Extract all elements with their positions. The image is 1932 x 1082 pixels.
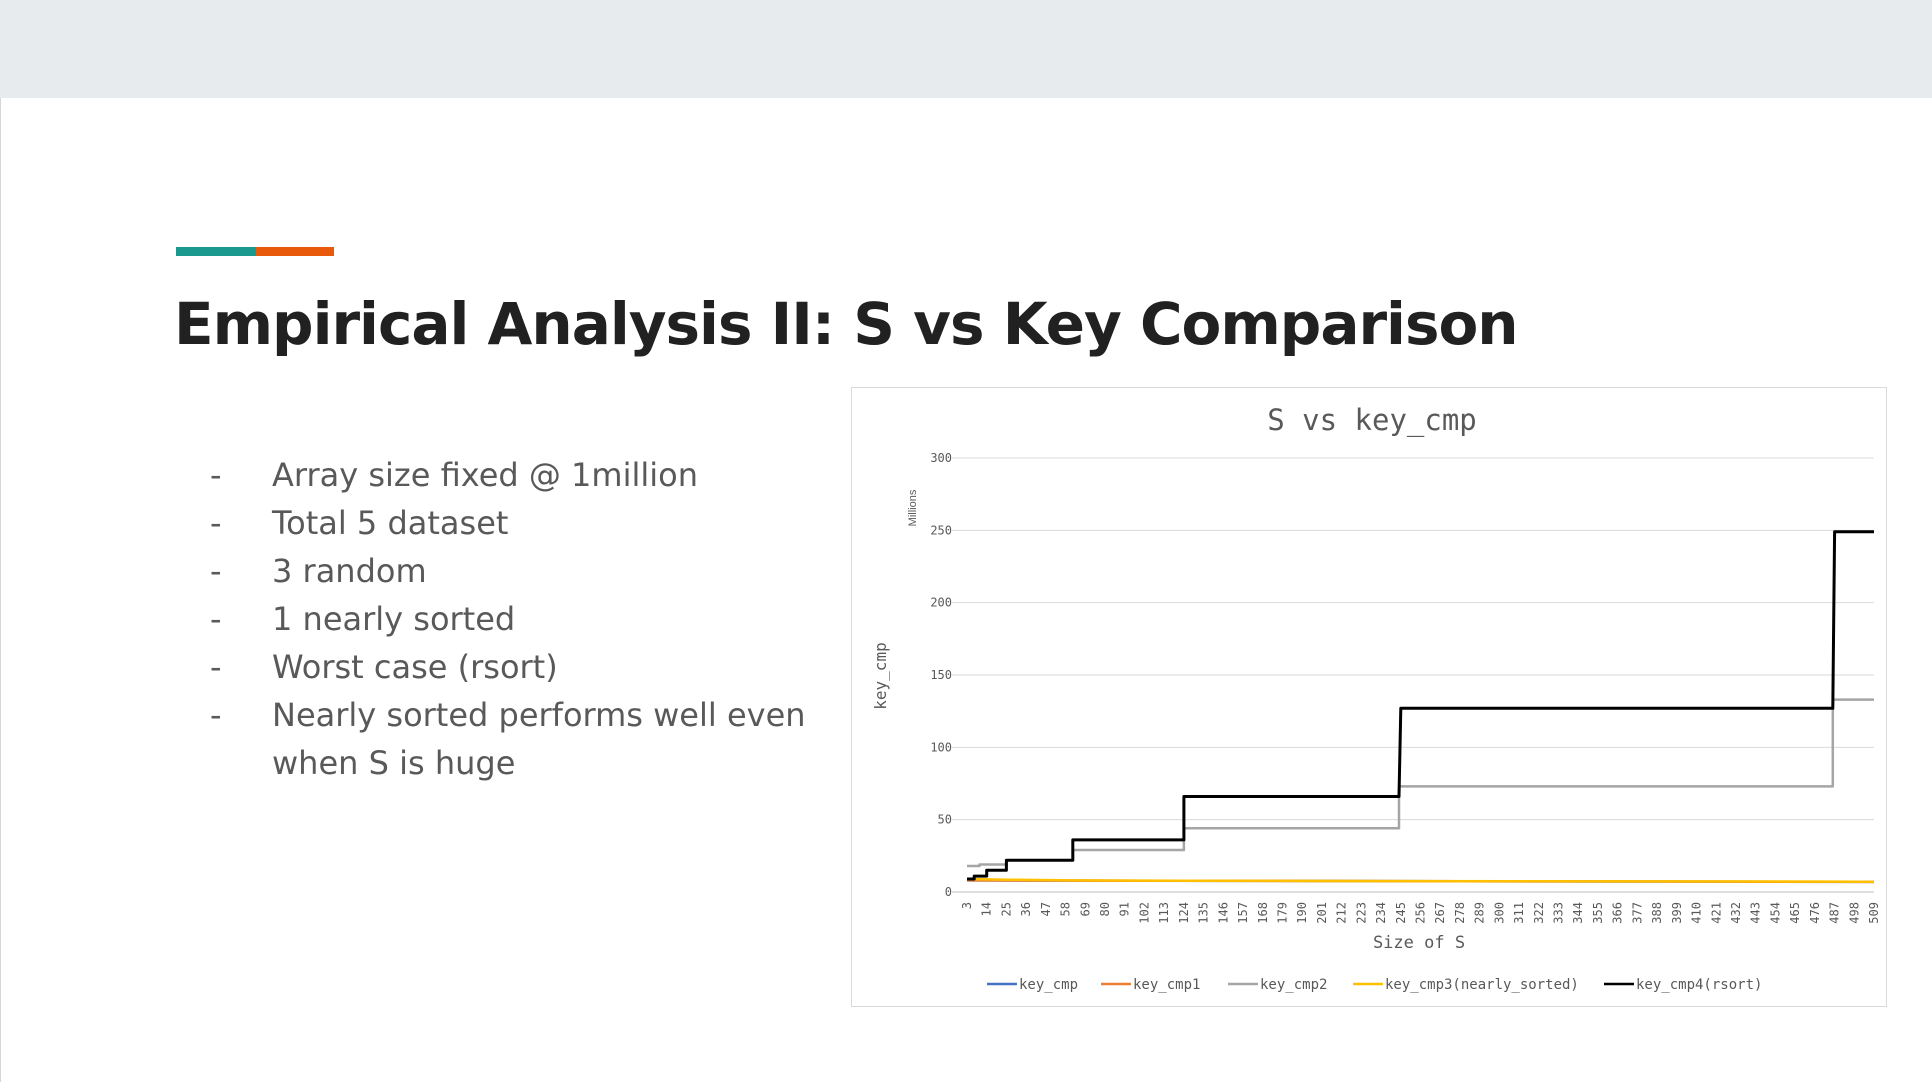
x-tick-label: 300 — [1492, 902, 1506, 924]
bullet-item: - Nearly sorted performs well even when … — [210, 691, 810, 787]
x-tick-label: 476 — [1808, 902, 1822, 924]
x-tick-label: 399 — [1670, 902, 1684, 924]
bullet-text: Worst case (rsort) — [272, 648, 558, 686]
x-tick-label: 344 — [1571, 902, 1585, 924]
x-tick-label: 124 — [1177, 902, 1191, 924]
x-tick-labels: 3 14 25 36 47 58 69 80 91 102 113 124 135 146 157 168 17… — [960, 902, 1881, 924]
x-tick-label: 3 — [960, 902, 974, 909]
chart-title: S vs key_cmp — [1267, 403, 1477, 438]
gridlines — [952, 457, 1874, 893]
y-tick-label: 200 — [930, 596, 952, 610]
bullet-marker: - — [210, 696, 222, 734]
accent-teal-segment — [176, 247, 256, 256]
x-tick-label: 25 — [999, 902, 1013, 916]
bullet-item: - Total 5 dataset — [210, 499, 810, 547]
x-tick-label: 47 — [1039, 902, 1053, 916]
bullet-item: - Array size fixed @ 1million — [210, 451, 810, 499]
bullet-list: - Array size fixed @ 1million - Total 5 … — [210, 451, 810, 787]
x-tick-label: 168 — [1256, 902, 1270, 924]
y-tick-label: 300 — [930, 451, 952, 465]
x-tick-label: 157 — [1236, 902, 1250, 924]
bullet-marker: - — [210, 504, 222, 542]
x-tick-label: 333 — [1552, 902, 1566, 924]
x-tick-label: 201 — [1315, 902, 1329, 924]
legend-label: key_cmp2 — [1260, 977, 1327, 993]
slide-title: Empirical Analysis II: S vs Key Comparis… — [174, 290, 1519, 358]
bullet-item: - 3 random — [210, 547, 810, 595]
x-tick-label: 113 — [1157, 902, 1171, 924]
x-tick-label: 58 — [1059, 902, 1073, 916]
chart-canvas: S vs key_cmp Millions key_cmp Size of S … — [871, 403, 1881, 993]
bullet-text: Array size fixed @ 1million — [272, 456, 698, 494]
x-tick-label: 69 — [1078, 902, 1092, 916]
x-tick-label: 245 — [1394, 902, 1408, 924]
x-tick-label: 36 — [1019, 902, 1033, 916]
x-tick-label: 80 — [1098, 902, 1112, 916]
x-tick-label: 432 — [1729, 902, 1743, 924]
x-tick-label: 278 — [1453, 902, 1467, 924]
x-tick-label: 465 — [1788, 902, 1802, 924]
x-tick-label: 388 — [1650, 902, 1664, 924]
chart-legend: key_cmp key_cmp1 key_cmp2 key_cmp3(nearly_s… — [987, 977, 1762, 993]
title-accent-bar — [176, 247, 334, 256]
x-tick-label: 498 — [1847, 902, 1861, 924]
bullet-item: - Worst case (rsort) — [210, 643, 810, 691]
bullet-marker: - — [210, 552, 222, 590]
x-tick-label: 487 — [1828, 902, 1842, 924]
y-tick-label: 50 — [938, 813, 952, 827]
x-tick-label: 212 — [1335, 902, 1349, 924]
line-chart[interactable]: S vs key_cmp Millions key_cmp Size of S … — [851, 387, 1887, 1007]
series-lines — [966, 530, 1875, 884]
series-line — [967, 698, 1874, 868]
y-tick-label: 0 — [945, 885, 952, 899]
y-axis-label: key_cmp — [871, 642, 890, 709]
legend-label: key_cmp1 — [1133, 977, 1200, 993]
x-tick-label: 256 — [1414, 902, 1428, 924]
bullet-text: Nearly sorted performs well even when S … — [272, 696, 806, 782]
x-tick-label: 289 — [1473, 902, 1487, 924]
x-tick-label: 509 — [1867, 902, 1881, 924]
x-tick-label: 322 — [1532, 902, 1546, 924]
x-tick-label: 377 — [1630, 902, 1644, 924]
x-tick-label: 454 — [1768, 902, 1782, 924]
y-tick-label: 100 — [930, 740, 952, 754]
legend-label: key_cmp4(rsort) — [1636, 977, 1762, 993]
bullet-marker: - — [210, 456, 222, 494]
bullet-text: 1 nearly sorted — [272, 600, 516, 638]
series-line — [966, 877, 1875, 884]
x-tick-label: 355 — [1591, 902, 1605, 924]
accent-orange-segment — [256, 247, 334, 256]
bullet-marker: - — [210, 600, 222, 638]
legend-label: key_cmp3(nearly_sorted) — [1385, 977, 1579, 993]
series-line — [967, 530, 1874, 881]
bullet-item: - 1 nearly sorted — [210, 595, 810, 643]
x-axis-label: Size of S — [1373, 933, 1465, 953]
x-tick-label: 14 — [980, 902, 994, 916]
top-banner — [0, 0, 1932, 98]
x-tick-label: 190 — [1295, 902, 1309, 924]
x-tick-label: 366 — [1611, 902, 1625, 924]
x-tick-label: 234 — [1374, 902, 1388, 924]
x-tick-label: 410 — [1690, 902, 1704, 924]
y-unit-label: Millions — [907, 489, 919, 526]
y-tick-label: 250 — [930, 523, 952, 537]
x-tick-label: 223 — [1354, 902, 1368, 924]
x-tick-label: 146 — [1216, 902, 1230, 924]
bullet-text: Total 5 dataset — [272, 504, 509, 542]
legend-label: key_cmp — [1019, 977, 1078, 993]
x-tick-label: 135 — [1197, 902, 1211, 924]
x-tick-label: 267 — [1433, 902, 1447, 924]
x-tick-label: 102 — [1137, 902, 1151, 924]
x-tick-label: 443 — [1749, 902, 1763, 924]
y-tick-labels: 0 50 100 150 200 250 300 — [930, 451, 952, 899]
x-tick-label: 179 — [1275, 902, 1289, 924]
y-tick-label: 150 — [930, 668, 952, 682]
x-tick-label: 311 — [1512, 902, 1526, 924]
bullet-text: 3 random — [272, 552, 427, 590]
x-tick-label: 421 — [1709, 902, 1723, 924]
bullet-marker: - — [210, 648, 222, 686]
slide-left-border — [0, 98, 1, 1082]
x-tick-label: 91 — [1118, 902, 1132, 916]
